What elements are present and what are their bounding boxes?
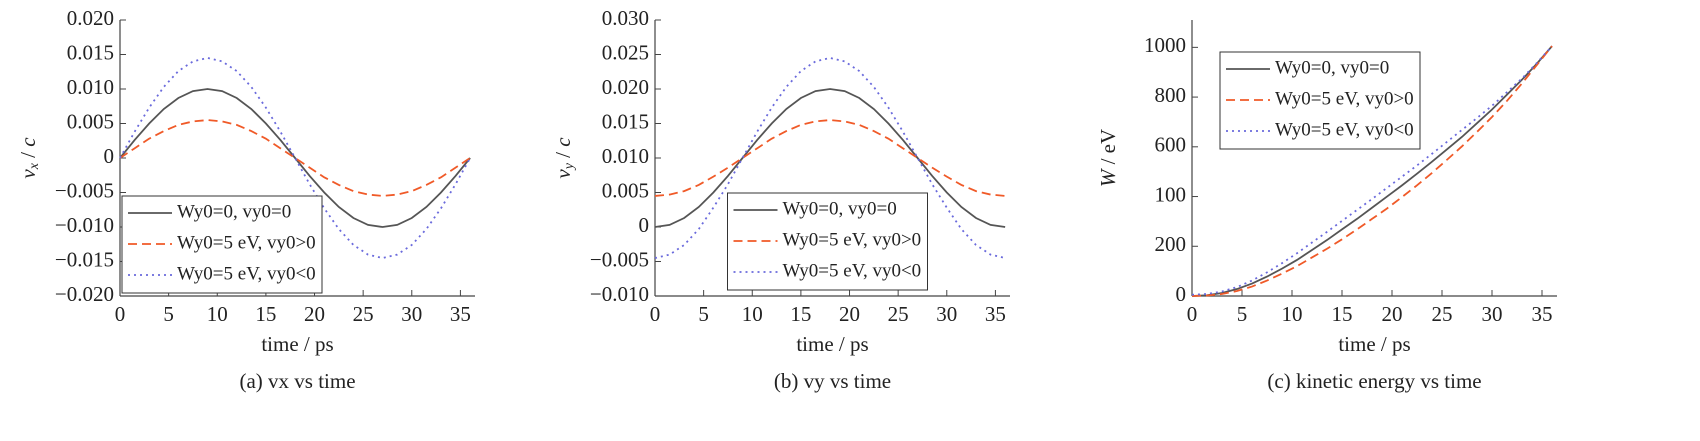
legend-label: Wy0=5 eV, vy0<0 (1275, 119, 1414, 140)
y-tick-label: 0.005 (67, 109, 114, 133)
series-line (1191, 45, 1553, 297)
y-axis-label-part: W (1096, 167, 1120, 187)
x-tick-label: 5 (1237, 302, 1248, 326)
x-tick-label: 20 (839, 302, 860, 326)
x-tick-label: 10 (207, 302, 228, 326)
y-tick-label: −0.015 (55, 247, 114, 271)
y-tick-label: 100 (1155, 182, 1187, 206)
caption: (b) vy vs time (774, 369, 891, 393)
y-tick-label: −0.010 (55, 213, 114, 237)
x-tick-label: 5 (163, 302, 174, 326)
y-axis-label: vy / c (551, 137, 577, 179)
x-tick-label: 20 (304, 302, 325, 326)
y-tick-label: 600 (1155, 133, 1187, 157)
y-tick-label: 0.005 (602, 178, 649, 202)
legend-label: Wy0=0, vy0=0 (783, 198, 897, 219)
x-tick-label: 35 (450, 302, 471, 326)
series-line (1191, 45, 1553, 297)
x-tick-label: 0 (650, 302, 661, 326)
x-axis-label: time / ps (1338, 332, 1410, 356)
x-tick-label: 25 (353, 302, 374, 326)
chart: −0.010 −0.005 0 0.005 0.010 0.015 0.020 0.025 0.… (551, 6, 1010, 393)
x-tick-label: 30 (401, 302, 422, 326)
x-tick-label: 5 (698, 302, 709, 326)
y-axis-label-part: / (16, 147, 40, 163)
series-line (654, 119, 1006, 197)
y-tick-label: 0.010 (602, 144, 649, 168)
y-tick-label: 0 (1176, 282, 1187, 306)
y-axis-label-part: v (16, 169, 40, 179)
x-tick-label: 35 (985, 302, 1006, 326)
y-axis-label-part: / eV (1096, 129, 1120, 170)
y-tick-label: 0 (639, 213, 650, 237)
x-tick-label: 15 (1332, 302, 1353, 326)
y-tick-label: 0.025 (602, 40, 649, 64)
legend-label: Wy0=5 eV, vy0>0 (177, 232, 316, 253)
y-tick-label: 0.010 (67, 75, 114, 99)
y-tick-label: 800 (1155, 83, 1187, 107)
y-axis-label: W / eV (1096, 129, 1120, 187)
x-tick-label: 0 (1187, 302, 1198, 326)
x-axis-label: time / ps (261, 332, 333, 356)
chart: −0.020 −0.015 −0.010 −0.005 0 0.005 0.010 0.015… (16, 6, 475, 393)
y-axis-label-part: v (551, 169, 575, 179)
x-tick-label: 25 (1432, 302, 1453, 326)
x-tick-label: 15 (790, 302, 811, 326)
y-tick-label: 0.015 (602, 109, 649, 133)
x-tick-label: 35 (1532, 302, 1553, 326)
y-tick-label: −0.005 (55, 178, 114, 202)
x-tick-label: 20 (1382, 302, 1403, 326)
legend-label: Wy0=0, vy0=0 (177, 201, 291, 222)
y-axis-label-part: c (16, 137, 40, 147)
y-axis-label-part: / (551, 147, 575, 163)
chart: 0 200 100 600 800 1000 0 5 10 15 20 25 30 35 time / ps… (1096, 20, 1557, 393)
x-tick-label: 15 (255, 302, 276, 326)
legend-label: Wy0=5 eV, vy0<0 (177, 263, 316, 284)
y-tick-label: 0.020 (602, 75, 649, 99)
y-tick-label: −0.005 (590, 247, 649, 271)
y-tick-label: 0.020 (67, 6, 114, 30)
x-tick-label: 30 (1482, 302, 1503, 326)
y-axis-label-part: y (562, 162, 577, 171)
legend-label: Wy0=0, vy0=0 (1275, 57, 1389, 78)
y-tick-label: 0.015 (67, 40, 114, 64)
y-axis-label: vx / c (16, 137, 42, 179)
y-tick-label: −0.020 (55, 282, 114, 306)
legend-label: Wy0=5 eV, vy0<0 (783, 260, 922, 281)
x-tick-label: 25 (888, 302, 909, 326)
caption: (a) vx vs time (239, 369, 355, 393)
y-tick-label: −0.010 (590, 282, 649, 306)
y-tick-label: 1000 (1144, 33, 1186, 57)
series-line (119, 57, 471, 259)
series-line (119, 88, 471, 228)
y-tick-label: 200 (1155, 232, 1187, 256)
x-axis-label: time / ps (796, 332, 868, 356)
x-tick-label: 10 (1282, 302, 1303, 326)
series-line (654, 88, 1006, 228)
y-axis-label-part: x (27, 162, 42, 170)
y-tick-label: 0 (104, 144, 115, 168)
x-tick-label: 0 (115, 302, 126, 326)
legend-label: Wy0=5 eV, vy0>0 (1275, 88, 1414, 109)
y-tick-label: 0.030 (602, 6, 649, 30)
y-axis-label-part: c (551, 137, 575, 147)
x-tick-label: 10 (742, 302, 763, 326)
legend-label: Wy0=5 eV, vy0>0 (783, 229, 922, 250)
x-tick-label: 30 (936, 302, 957, 326)
series-line (654, 57, 1006, 259)
caption: (c) kinetic energy vs time (1267, 369, 1481, 393)
